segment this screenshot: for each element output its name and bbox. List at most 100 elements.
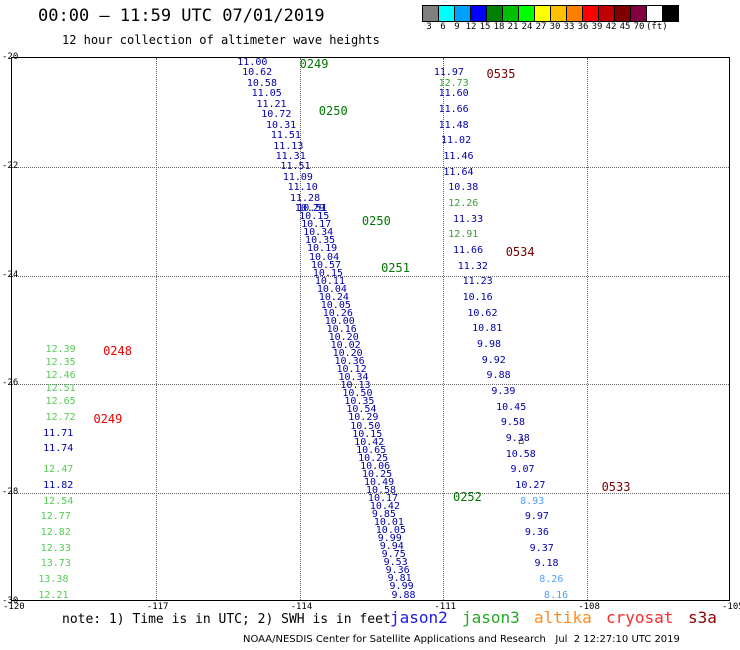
color-scale-label: 18 [493, 22, 505, 32]
grid-line [443, 58, 445, 600]
color-swatch [598, 5, 615, 22]
wave-height-value: 9.81 [387, 573, 412, 585]
wave-height-value: 10.13 [340, 380, 371, 392]
wave-height-value: 9.53 [383, 557, 408, 569]
color-swatch [566, 5, 583, 22]
wave-height-value: 9.75 [381, 549, 406, 561]
wave-height-value: 9.97 [524, 511, 549, 523]
color-swatch [534, 5, 551, 22]
wave-height-value: 9.18 [534, 558, 559, 570]
wave-height-value: 12.33 [40, 542, 71, 554]
x-tick-label: -120 [3, 602, 25, 612]
wave-height-value: 10.15 [352, 428, 383, 440]
grid-line [587, 58, 589, 600]
wave-height-value: 10.58 [505, 448, 536, 460]
wave-height-value: 11.48 [438, 119, 469, 131]
wave-height-value: 11.02 [441, 135, 472, 147]
wave-height-value: 11.82 [43, 480, 74, 491]
wave-height-value: 9.07 [510, 464, 535, 476]
color-swatch [470, 5, 487, 22]
wave-height-value: 11.28 [290, 192, 321, 204]
color-swatch [646, 5, 663, 22]
wave-height-value: 10.50 [342, 388, 373, 400]
wave-height-value: 12.54 [43, 495, 74, 507]
wave-height-value: 9.58 [500, 417, 525, 429]
color-scale-label: 24 [521, 22, 533, 32]
color-swatch [630, 5, 647, 22]
wave-height-value: 10.29 [348, 412, 379, 424]
wave-height-value: 10.35 [305, 235, 336, 247]
color-swatch [502, 5, 519, 22]
wave-height-value: 11.32 [457, 260, 488, 272]
wave-height-value: 9.94 [379, 541, 404, 553]
wave-height-value: 10.72 [261, 109, 292, 121]
color-scale-label: 9 [454, 22, 460, 32]
color-scale-label: 30 [549, 22, 561, 32]
wave-height-value: 12.51 [45, 383, 76, 395]
wave-height-value: 11.60 [438, 88, 469, 100]
satellite-label-s3a: s3a [688, 608, 717, 627]
wave-height-value: 10.17 [301, 219, 332, 231]
wave-height-value: 10.57 [310, 259, 342, 271]
grid-line [12, 493, 729, 495]
wave-height-value: 12.72 [45, 412, 76, 424]
color-scale-label: 70 [633, 22, 645, 32]
color-scale-label: 45 [619, 22, 631, 32]
color-scale-label: (ft) [646, 22, 668, 32]
y-tick-label: -24 [2, 269, 19, 280]
wave-height-value: 11.13 [273, 140, 304, 152]
wave-height-value: 10.12 [336, 364, 367, 376]
satellite-label-altika: altika [534, 608, 592, 627]
wave-height-value: 12.82 [40, 527, 71, 539]
wave-height-value: 10.35 [344, 396, 375, 408]
wave-height-value: 10.65 [356, 444, 387, 456]
color-swatch [582, 5, 599, 22]
wave-height-value: 10.25 [358, 452, 389, 464]
wave-height-value: 10.58 [246, 77, 277, 89]
grid-line [12, 384, 729, 386]
wave-height-value: 11.66 [452, 245, 484, 256]
wave-height-value: 10.42 [354, 436, 385, 448]
wave-height-value: 10.34 [338, 372, 369, 384]
y-tick-label: -20 [2, 52, 19, 62]
wave-height-value: 8.16 [544, 589, 569, 601]
wave-height-value: 12.21 [38, 589, 69, 601]
wave-height-value: 12.65 [45, 396, 76, 408]
wave-height-value: 11.51 [270, 130, 301, 142]
wave-height-value: 10.51 [297, 203, 328, 215]
wave-height-value: 10.42 [369, 500, 400, 512]
satellite-label-jason3: jason3 [462, 608, 520, 627]
wave-height-value: 11.33 [452, 213, 484, 225]
color-swatch [550, 5, 567, 22]
wave-height-value: 10.49 [363, 476, 395, 488]
color-swatch [438, 5, 455, 22]
wave-height-value: 10.04 [308, 251, 340, 263]
pass-time-label: 0249 [299, 57, 329, 71]
wave-height-value: 12.73 [438, 77, 469, 89]
color-swatch [614, 5, 631, 22]
wave-height-value: 10.58 [365, 484, 397, 496]
pass-time-label: 0534 [505, 245, 535, 259]
wave-height-value: 10.81 [472, 323, 503, 335]
wave-height-value: 10.31 [266, 119, 297, 131]
wave-height-value: 11.10 [287, 182, 318, 194]
wave-height-value: 10.62 [242, 67, 273, 79]
y-tick-label: -30 [2, 596, 19, 606]
grid-line [155, 58, 157, 600]
wave-height-value: 9.38 [505, 433, 530, 444]
wave-height-value: 10.17 [367, 492, 399, 504]
color-scale-label: 27 [535, 22, 547, 32]
wave-height-value: 10.50 [350, 420, 381, 432]
pass-time-label: 0250 [318, 104, 348, 118]
map-plot-area: 11.00 10.62 10.58 11.05 11.21 10.72 10.31 11.51… [11, 57, 730, 601]
wave-height-value: 10.45 [496, 401, 527, 413]
wave-height-value: 9.88 [486, 370, 511, 382]
wave-height-value: 8.26 [539, 574, 564, 586]
wave-height-value: 11.97 [433, 67, 464, 79]
x-tick-label: -111 [434, 602, 457, 612]
wave-height-value: 13.73 [40, 558, 71, 570]
wave-height-value: 11.66 [438, 104, 469, 115]
wave-height-value: 12.35 [45, 357, 76, 369]
wave-height-value: 12.26 [448, 198, 479, 209]
wave-height-value: 11.31 [275, 151, 306, 162]
